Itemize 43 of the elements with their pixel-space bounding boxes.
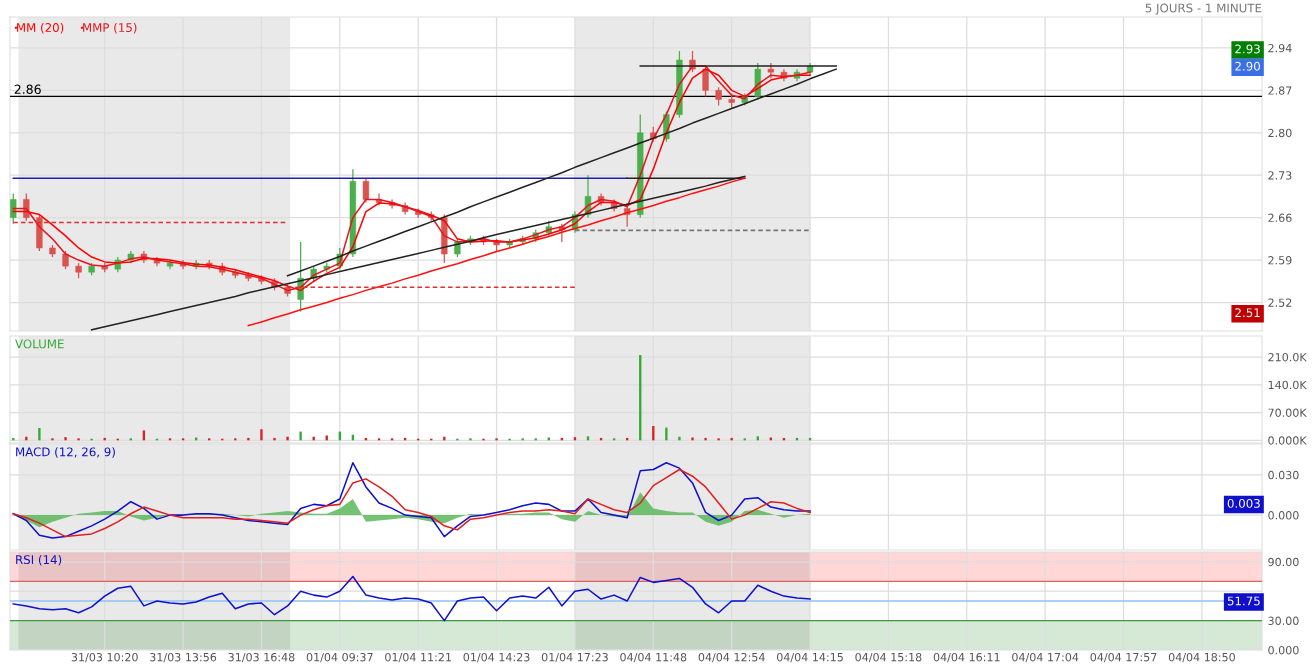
annotation: 51.75 [1227, 596, 1260, 606]
chart-subtitle: 5 JOURS - 1 MINUTE [1145, 3, 1262, 15]
x-tick-label: 04/04 17:04 [1012, 652, 1079, 663]
x-tick-label: 31/03 10:20 [71, 652, 138, 663]
annotation: 2.93 [1235, 44, 1260, 54]
ref-line-label: 2.86 [14, 84, 41, 94]
y-tick-label: 70.00K [1268, 408, 1307, 417]
chart-title: VOLUME [15, 339, 64, 349]
annotation: 0.003 [1227, 498, 1260, 508]
x-tick-label: 04/04 16:11 [933, 652, 1000, 663]
y-tick-label: 30.00 [1268, 616, 1299, 625]
legend-label: MM (20) [17, 22, 64, 34]
x-tick-label: 04/04 14:15 [777, 652, 843, 663]
x-tick-label: 04/04 18:50 [1168, 652, 1235, 663]
x-tick-label: 04/04 17:57 [1090, 652, 1157, 663]
chart-title: RSI (14) [16, 554, 62, 566]
y-tick-label: 0.000 [1268, 511, 1299, 520]
y-tick-label: 140.0K [1268, 380, 1307, 390]
x-tick-label: 01/04 17:23 [541, 652, 608, 663]
annotation: 2.51 [1235, 308, 1260, 318]
x-tick-label: 01/04 09:37 [306, 652, 373, 663]
y-tick-label: 2.52 [1268, 298, 1292, 307]
legend-label: MMP (15) [83, 22, 137, 34]
annotation: 2.90 [1235, 61, 1260, 71]
y-tick-label: 210.0K [1268, 352, 1307, 362]
y-tick-label: 90.00 [1268, 557, 1299, 567]
y-tick-label: 2.87 [1268, 86, 1292, 95]
y-tick-label: 0.030 [1268, 470, 1299, 480]
x-tick-label: 04/04 11:48 [620, 652, 687, 663]
x-tick-label: 31/03 16:48 [228, 652, 295, 663]
chart-title: MACD (12, 26, 9) [16, 447, 115, 458]
x-tick-label: 04/04 12:54 [698, 652, 765, 663]
x-tick-label: 04/04 15:18 [855, 652, 922, 663]
y-tick-label: 2.73 [1268, 171, 1292, 180]
y-tick-label: 2.59 [1268, 256, 1292, 265]
x-tick-label: 01/04 11:21 [385, 652, 451, 663]
y-tick-label: 2.80 [1268, 128, 1292, 138]
y-tick-label: 0.000K [1268, 436, 1307, 445]
x-tick-label: 01/04 14:23 [463, 652, 530, 663]
y-tick-label: 2.66 [1268, 213, 1292, 223]
y-tick-label: 0.000 [1268, 645, 1299, 655]
x-tick-label: 31/03 13:56 [150, 652, 217, 663]
y-tick-label: 2.94 [1268, 43, 1292, 53]
